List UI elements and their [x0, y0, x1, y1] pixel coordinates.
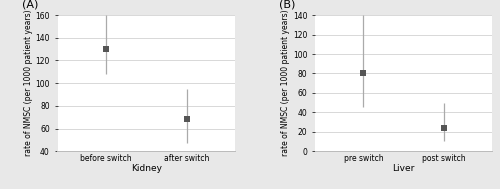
- Text: (B): (B): [280, 0, 296, 10]
- X-axis label: Kidney: Kidney: [131, 164, 162, 173]
- Y-axis label: rate of NMSC (per 1000 patient years): rate of NMSC (per 1000 patient years): [24, 10, 32, 156]
- Y-axis label: rate of NMSC (per 1000 patient years): rate of NMSC (per 1000 patient years): [281, 10, 290, 156]
- X-axis label: Liver: Liver: [392, 164, 415, 173]
- Text: (A): (A): [22, 0, 38, 10]
